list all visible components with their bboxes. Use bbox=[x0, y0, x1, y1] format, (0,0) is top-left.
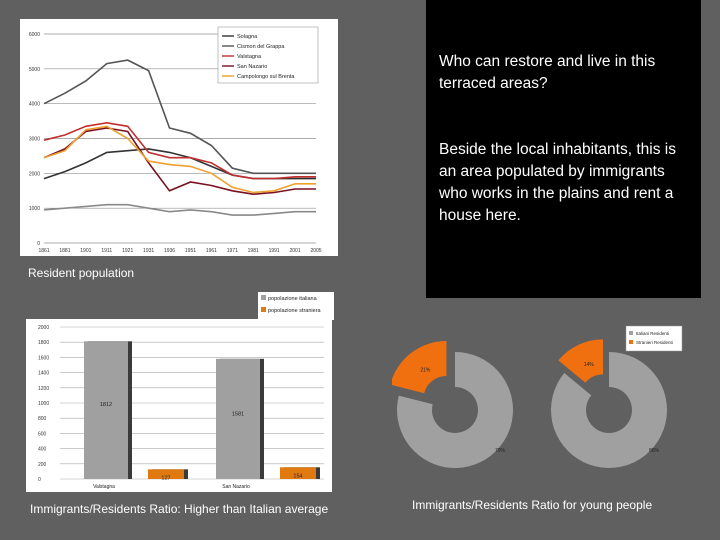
legend-label: Solagna bbox=[237, 34, 258, 40]
caption-young-ratio: Immigrants/Residents Ratio for young peo… bbox=[412, 498, 653, 512]
x-tick-label: 1971 bbox=[227, 248, 238, 254]
y-tick-label: 1200 bbox=[38, 386, 49, 392]
x-tick-label: 1951 bbox=[185, 248, 196, 254]
y-tick-label: 2000 bbox=[38, 325, 49, 331]
x-tick-label: Valstagna bbox=[93, 484, 115, 490]
donut-label: 21% bbox=[420, 367, 431, 373]
bar-value-label: 154 bbox=[293, 473, 302, 479]
x-tick-label: 1961 bbox=[206, 248, 217, 254]
bar bbox=[148, 469, 184, 479]
legend-swatch bbox=[629, 340, 633, 344]
legend-label: popolazione italiana bbox=[268, 296, 318, 302]
young-ratio-donut-svg: 21% 79% 14% 86% Italiani Residenti Stranieri … bbox=[390, 325, 683, 468]
series-line bbox=[43, 127, 316, 196]
y-tick-label: 1600 bbox=[38, 355, 49, 361]
population-line-chart: 0 1000 2000 3000 4000 5000 6000 1861 1881 1901 191… bbox=[20, 19, 338, 256]
y-tick-label: 400 bbox=[38, 447, 47, 453]
donut-slice bbox=[558, 339, 604, 383]
immigrants-bar-chart: 0 200 400 600 800 1000 1200 1400 1600 1800 2000 181… bbox=[26, 319, 332, 492]
bar bbox=[280, 467, 316, 479]
legend-label: San Nazario bbox=[237, 64, 267, 70]
legend-label: Cismon del Grappa bbox=[237, 44, 285, 50]
caption-immigrants-ratio: Immigrants/Residents Ratio: Higher than … bbox=[30, 502, 329, 516]
immigrants-bar-chart-svg: 0 200 400 600 800 1000 1200 1400 1600 1800 2000 181… bbox=[38, 325, 324, 490]
y-tick-label: 1000 bbox=[38, 401, 49, 407]
bar-chart-legend-svg: popolazione italiana popolazione stranier… bbox=[261, 295, 322, 314]
bar-chart-legend: popolazione italiana popolazione stranier… bbox=[258, 292, 334, 320]
y-tick-label: 800 bbox=[38, 416, 47, 422]
legend-swatch bbox=[261, 295, 266, 300]
donut-slice bbox=[551, 352, 667, 468]
caption-resident-population: Resident population bbox=[28, 266, 135, 280]
bar bbox=[216, 358, 260, 479]
x-tick-label: 1911 bbox=[101, 248, 112, 254]
bar bbox=[84, 341, 128, 479]
x-tick-label: 1991 bbox=[269, 248, 280, 254]
y-tick-label: 0 bbox=[38, 477, 41, 483]
y-tick-label: 6000 bbox=[29, 32, 40, 38]
y-tick-label: 600 bbox=[38, 431, 47, 437]
question-text: Who can restore and live in this terrace… bbox=[439, 53, 656, 92]
x-tick-label: 2005 bbox=[310, 248, 321, 254]
answer-text: Beside the local inhabitants, this is an… bbox=[439, 141, 676, 224]
legend-swatch bbox=[629, 331, 633, 335]
population-line-chart-svg: 0 1000 2000 3000 4000 5000 6000 1861 1881 1901 191… bbox=[29, 26, 322, 254]
donut-label: 79% bbox=[495, 448, 506, 454]
y-tick-label: 2000 bbox=[29, 171, 40, 177]
donut-slice bbox=[390, 340, 447, 394]
y-tick-label: 3000 bbox=[29, 137, 40, 143]
series-line bbox=[43, 121, 316, 180]
bar-value-label: 1812 bbox=[100, 402, 112, 408]
x-tick-label: 1881 bbox=[59, 248, 70, 254]
young-ratio-donut-charts: 21% 79% 14% 86% Italiani Residenti Stranieri … bbox=[390, 318, 692, 493]
donut-slice bbox=[397, 352, 513, 468]
legend-label: Valstagna bbox=[237, 54, 262, 60]
legend-label: Italiani Residenti bbox=[636, 331, 669, 336]
series-line bbox=[43, 59, 316, 175]
x-tick-label: 1931 bbox=[143, 248, 154, 254]
series-line bbox=[43, 148, 316, 180]
series-line bbox=[43, 125, 316, 194]
y-tick-label: 5000 bbox=[29, 67, 40, 73]
y-tick-label: 200 bbox=[38, 462, 47, 468]
y-tick-label: 1800 bbox=[38, 340, 49, 346]
x-tick-label: 1901 bbox=[80, 248, 91, 254]
x-tick-label: 1936 bbox=[164, 248, 175, 254]
series-line bbox=[43, 203, 316, 216]
bar-value-label: 1581 bbox=[232, 411, 244, 417]
y-tick-label: 1000 bbox=[29, 206, 40, 212]
bar-value-label: 127 bbox=[161, 475, 170, 481]
text-panel: Who can restore and live in this terrace… bbox=[426, 0, 701, 298]
legend-label: Stranieri Residenti bbox=[636, 340, 673, 345]
x-tick-label: 1921 bbox=[122, 248, 133, 254]
donut-label: 86% bbox=[649, 448, 660, 454]
y-tick-label: 4000 bbox=[29, 102, 40, 108]
donut-label: 14% bbox=[584, 362, 595, 368]
y-tick-label: 1400 bbox=[38, 371, 49, 377]
donut-legend-box bbox=[625, 325, 683, 352]
legend-label: Campolongo sul Brenta bbox=[237, 74, 295, 80]
y-tick-label: 0 bbox=[37, 241, 40, 247]
x-tick-label: 1861 bbox=[38, 248, 49, 254]
x-tick-label: San Nazario bbox=[222, 484, 250, 490]
legend-label: popolazione straniera bbox=[268, 308, 322, 314]
x-tick-label: 1981 bbox=[248, 248, 259, 254]
x-tick-label: 2001 bbox=[290, 248, 301, 254]
legend-swatch bbox=[261, 307, 266, 312]
line-legend-box bbox=[217, 26, 319, 84]
